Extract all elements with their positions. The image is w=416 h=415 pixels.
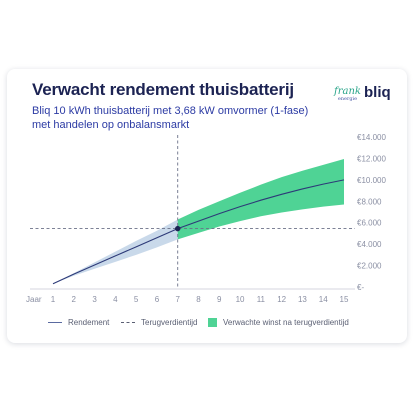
frank-energie-logo: frank energie xyxy=(334,86,361,103)
bliq-logo: bliq xyxy=(364,84,391,101)
legend-dash-swatch xyxy=(121,322,135,324)
y-tick-label: €6.000 xyxy=(357,219,382,228)
x-tick-label: 11 xyxy=(257,295,266,304)
y-tick-label: €2.000 xyxy=(357,262,382,271)
chart-subtitle: Bliq 10 kWh thuisbatterij met 3,68 kW om… xyxy=(32,105,309,131)
legend-winst: Verwachte winst na terugverdientijd xyxy=(208,318,349,328)
legend-box-swatch xyxy=(208,318,217,328)
chart-bands xyxy=(53,158,344,284)
chart-card xyxy=(7,69,407,343)
x-tick-label: 12 xyxy=(277,295,286,304)
x-tick-label: 3 xyxy=(92,295,97,304)
x-tick-label: 15 xyxy=(340,295,349,304)
x-tick-label: 7 xyxy=(175,295,180,304)
chart-title: Verwacht rendement thuisbatterij xyxy=(32,80,294,99)
legend-rendement: Rendement xyxy=(48,318,109,327)
x-tick-label: 2 xyxy=(72,295,77,304)
x-axis-label-prefix: Jaar xyxy=(26,295,42,304)
x-tick-label: 1 xyxy=(51,295,56,304)
y-tick-label: €12.000 xyxy=(357,154,386,163)
y-tick-label: €10.000 xyxy=(357,176,386,185)
y-tick-label: €4.000 xyxy=(357,240,382,249)
legend-line-swatch xyxy=(48,322,62,324)
x-tick-label: 14 xyxy=(319,295,328,304)
x-tick-label: 5 xyxy=(134,295,139,304)
chart-lines xyxy=(30,135,355,289)
y-tick-label: €14.000 xyxy=(357,133,386,142)
x-tick-label: 13 xyxy=(298,295,307,304)
x-tick-label: 10 xyxy=(236,295,245,304)
x-tick-label: 8 xyxy=(196,295,201,304)
profit-band xyxy=(177,158,344,240)
legend-terugverdientijd: Terugverdientijd xyxy=(121,318,197,327)
x-tick-label: 6 xyxy=(155,295,160,304)
x-tick-label: 9 xyxy=(217,295,222,304)
y-tick-label: €8.000 xyxy=(357,197,382,206)
x-tick-label: 4 xyxy=(113,295,118,304)
rendement-line xyxy=(52,179,345,285)
y-tick-label: €- xyxy=(357,283,364,292)
chart-ticks: Jaar 1 2 3 4 5 6 7 8 9 10 11 12 13 14 15€-€2.000€4.000€… xyxy=(26,133,386,304)
payback-point xyxy=(175,225,181,232)
uncertainty-band xyxy=(53,219,178,284)
